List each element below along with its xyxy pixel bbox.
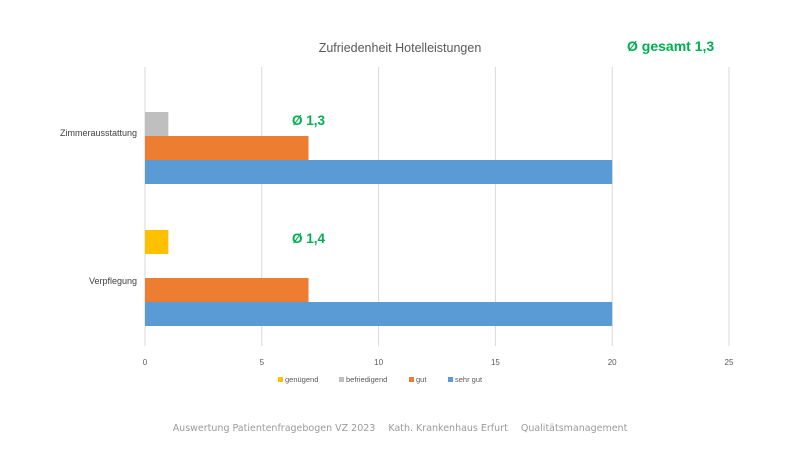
bar-verpflegung-gut (145, 278, 309, 302)
bar-verpflegung-sehr-gut (145, 302, 613, 326)
tick-label: 10 (374, 358, 383, 367)
footer: Auswertung Patientenfragebogen VZ 2023 K… (0, 423, 800, 434)
bars (145, 112, 613, 326)
legend: genügend befriedigend gut sehr gut (278, 375, 483, 384)
footer-department: Qualitätsmanagement (520, 423, 628, 434)
tick-label: 15 (491, 358, 500, 367)
average-labels: Ø 1,3 Ø 1,4 (292, 113, 326, 246)
category-label: Verpflegung (89, 276, 137, 286)
overall-average-label: Ø gesamt 1,3 (627, 38, 714, 54)
tick-label: 20 (608, 358, 617, 367)
legend-label: sehr gut (455, 375, 483, 384)
category-average-label: Ø 1,4 (292, 231, 326, 246)
bar-zimmerausstattung-sehr-gut (145, 160, 613, 184)
tick-label: 5 (260, 358, 265, 367)
legend-swatch (448, 377, 453, 382)
tick-label: 0 (143, 358, 148, 367)
footer-survey: Auswertung Patientenfragebogen VZ 2023 (172, 423, 376, 434)
bar-zimmerausstattung-befriedigend (145, 112, 169, 136)
chart-title: Zufriedenheit Hotelleistungen (319, 41, 482, 55)
bar-zimmerausstattung-gut (145, 136, 309, 160)
bar-verpflegung-genügend (145, 230, 169, 254)
legend-label: genügend (285, 375, 318, 384)
tick-label: 25 (725, 358, 734, 367)
legend-swatch (339, 377, 344, 382)
category-labels: Zimmerausstattung Verpflegung (60, 128, 137, 286)
category-average-label: Ø 1,3 (292, 113, 326, 128)
footer-hospital: Kath. Krankenhaus Erfurt (388, 423, 508, 434)
legend-label: befriedigend (346, 375, 387, 384)
legend-label: gut (416, 375, 427, 384)
category-label: Zimmerausstattung (60, 128, 137, 138)
tick-labels: 0 5 10 15 20 25 (143, 358, 734, 367)
legend-swatch (409, 377, 414, 382)
legend-swatch (278, 377, 283, 382)
